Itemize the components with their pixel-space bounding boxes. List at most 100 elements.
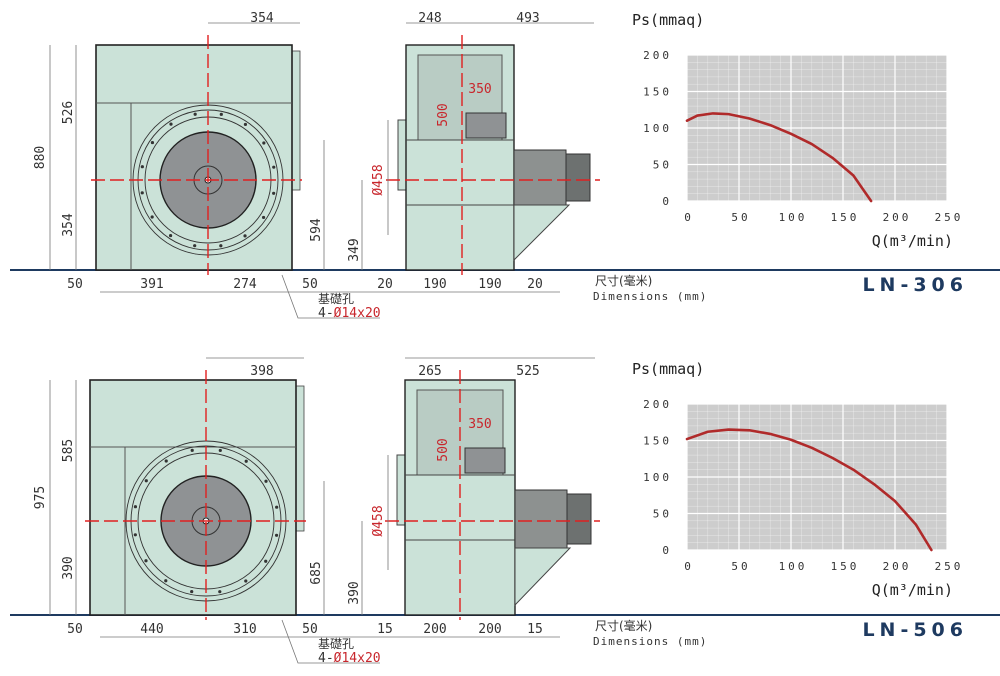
x-axis-title: Q(m³/min) <box>872 232 953 250</box>
bolt-hole <box>218 590 222 594</box>
bolt-hole <box>219 244 223 248</box>
dim-window-width: 350 <box>468 82 491 97</box>
y-tick-label: 50 <box>653 159 672 172</box>
x-tick-label: 200 <box>883 560 912 573</box>
dim-diameter: Ø458 <box>371 505 386 536</box>
bolt-hole <box>274 533 279 537</box>
x-tick-label: 100 <box>779 560 808 573</box>
bolt-hole <box>150 140 155 145</box>
x-tick-label: 50 <box>731 211 750 224</box>
dim-top-front: 354 <box>250 11 274 26</box>
dim-height-total: 975 <box>33 486 48 509</box>
dim-top-side-right: 493 <box>516 11 539 26</box>
foundation-count: 4- <box>318 651 334 666</box>
y-tick-label: 100 <box>643 122 672 135</box>
bolt-hole <box>190 589 194 594</box>
motor-base <box>514 547 572 607</box>
pressure-curve <box>685 428 933 552</box>
bolt-hole <box>219 112 223 116</box>
y-axis-title: Ps(mmaq) <box>632 360 704 378</box>
dim-bottom: 274 <box>233 277 257 292</box>
y-tick-label: 200 <box>643 49 672 62</box>
dim-bottom: 190 <box>478 277 501 292</box>
x-tick-label: 150 <box>831 560 860 573</box>
dim-bottom: 50 <box>67 622 83 637</box>
bolt-hole <box>169 122 173 126</box>
x-tick-label: 250 <box>935 560 964 573</box>
dim-top-side-right: 525 <box>516 364 539 379</box>
y-tick-label: 50 <box>653 508 672 521</box>
bolt-hole <box>133 505 138 509</box>
dim-outlet-height: 594 <box>309 218 324 242</box>
foundation-label: 基礎孔 <box>318 292 354 306</box>
bolt-hole <box>218 448 222 453</box>
bolt-hole <box>244 579 248 583</box>
dim-top-side-left: 248 <box>418 11 441 26</box>
impeller-side <box>464 447 506 474</box>
bolt-hole <box>243 122 248 127</box>
y-tick-label: 150 <box>643 435 672 448</box>
outlet-flange <box>291 50 301 191</box>
dim-bottom: 50 <box>302 622 318 637</box>
motor-base <box>513 204 571 262</box>
dim-bottom: 20 <box>527 277 543 292</box>
model-name: LN-506 <box>862 619 968 641</box>
y-tick-label: 100 <box>643 471 672 484</box>
bolt-hole <box>144 479 148 483</box>
foundation-label: 基礎孔 <box>318 637 354 651</box>
dim-bottom: 15 <box>377 622 393 637</box>
dim-height-total: 880 <box>33 146 48 169</box>
foundation-spec: 4-Ø14x20 <box>318 306 381 321</box>
units-label-cn: 尺寸(毫米) <box>595 618 652 633</box>
motor-fan-cover <box>565 153 591 202</box>
motor <box>513 149 567 206</box>
model-name: LN-306 <box>862 274 968 296</box>
bolt-hole <box>164 459 168 463</box>
bolt-hole <box>264 559 268 563</box>
dim-shaft-height: 349 <box>347 238 362 261</box>
y-tick-label: 0 <box>662 195 672 208</box>
foundation-spec: 4-Ø14x20 <box>318 651 381 666</box>
impeller-side <box>465 112 507 139</box>
bolt-hole <box>262 141 266 145</box>
y-axis-title: Ps(mmaq) <box>632 11 704 29</box>
x-tick-label: 200 <box>883 211 912 224</box>
leader-line <box>281 619 380 664</box>
bolt-hole <box>272 191 276 195</box>
y-tick-label: 200 <box>643 398 672 411</box>
bolt-hole <box>164 579 168 583</box>
y-tick-label: 0 <box>662 544 672 557</box>
x-tick-label: 0 <box>684 211 694 224</box>
dim-bottom: 440 <box>140 622 163 637</box>
bolt-hole <box>193 112 197 116</box>
bolt-hole <box>144 559 148 563</box>
foundation-count: 4- <box>318 306 334 321</box>
x-tick-label: 150 <box>831 211 860 224</box>
dim-bottom: 190 <box>423 277 446 292</box>
dim-height-upper: 585 <box>61 439 76 462</box>
dim-diameter: Ø458 <box>371 164 386 195</box>
dim-top-side-left: 265 <box>418 364 441 379</box>
dim-bottom: 200 <box>478 622 501 637</box>
dim-bottom: 20 <box>377 277 393 292</box>
x-tick-label: 0 <box>684 560 694 573</box>
bolt-hole <box>243 234 247 238</box>
outlet-flange <box>295 385 305 532</box>
x-tick-label: 50 <box>731 560 750 573</box>
pressure-curve <box>685 112 873 203</box>
dim-height-lower: 390 <box>61 556 76 579</box>
dim-bottom: 391 <box>140 277 163 292</box>
dim-window-height: 500 <box>436 438 451 461</box>
foundation-hole-size: Ø14x20 <box>334 306 381 321</box>
leader-line <box>281 274 380 319</box>
motor <box>514 489 568 549</box>
dim-bottom: 50 <box>302 277 318 292</box>
bolt-hole <box>190 448 194 452</box>
motor-fan-cover <box>566 493 592 545</box>
dim-window-height: 500 <box>436 103 451 126</box>
dim-shaft-height: 390 <box>347 581 362 604</box>
bolt-hole <box>133 533 137 537</box>
x-axis-title: Q(m³/min) <box>872 581 953 599</box>
